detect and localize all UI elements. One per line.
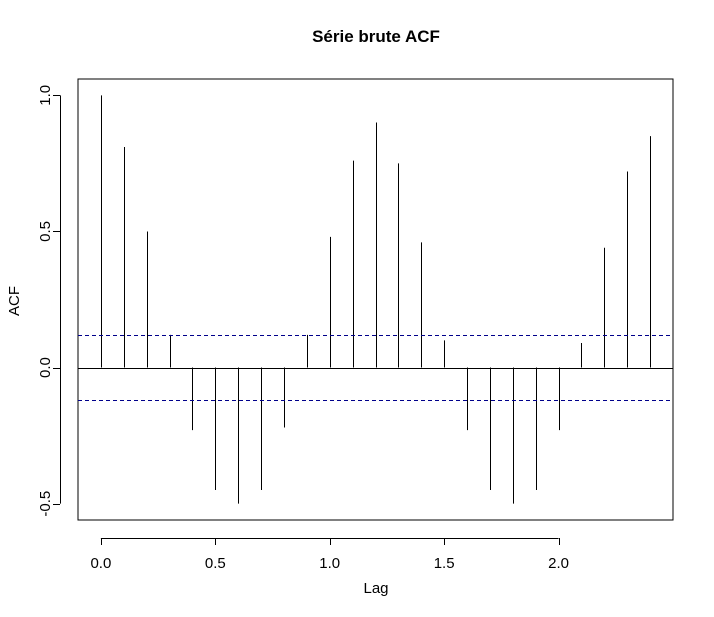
y-tick-label: 0.0 — [37, 357, 54, 378]
x-tick-label: 1.5 — [434, 555, 455, 572]
x-axis-label: Lag — [363, 580, 388, 597]
y-tick-label: 0.5 — [37, 221, 54, 242]
plot-frame — [77, 78, 674, 521]
y-axis-label: ACF — [6, 286, 23, 316]
y-tick-label: -0.5 — [37, 491, 54, 517]
acf-bars — [101, 95, 651, 504]
x-tick-label: 0.0 — [90, 555, 111, 572]
x-tick-label: 2.0 — [548, 555, 569, 572]
y-axis: -0.5 0.0 0.5 1.0 — [37, 85, 61, 517]
x-axis: 0.0 0.5 1.0 1.5 2.0 — [90, 538, 569, 572]
chart-title: Série brute ACF — [312, 27, 440, 46]
reference-lines — [78, 335, 673, 401]
x-tick-label: 1.0 — [319, 555, 340, 572]
x-tick-label: 0.5 — [205, 555, 226, 572]
y-tick-label: 1.0 — [37, 85, 54, 106]
